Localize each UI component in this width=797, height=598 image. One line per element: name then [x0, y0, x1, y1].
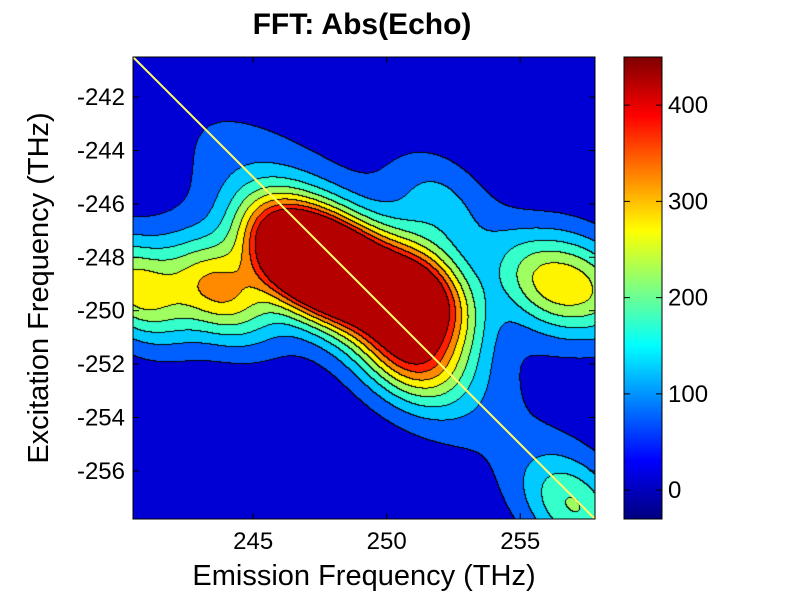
y-tick-label: -250 — [77, 298, 125, 325]
colorbar-tick-label: 200 — [668, 285, 708, 312]
colorbar-ticks: 0 100 200 300 400 — [624, 92, 708, 504]
y-tick-label: -242 — [77, 84, 125, 111]
x-axis-label: Emission Frequency (THz) — [192, 560, 535, 592]
y-tick-label: -244 — [77, 137, 125, 164]
colorbar-tick-label: 300 — [668, 188, 708, 215]
colorbar-tick-label: 400 — [668, 92, 708, 119]
x-axis-ticks: 245 250 255 — [233, 57, 540, 555]
x-tick-label: 245 — [233, 528, 273, 555]
y-tick-label: -254 — [77, 405, 125, 432]
y-axis-ticks: -242 -244 -246 -248 -250 -252 -254 -256 — [77, 84, 595, 485]
y-tick-label: -256 — [77, 458, 125, 485]
colorbar-tick-label: 0 — [668, 477, 681, 504]
y-tick-label: -252 — [77, 351, 125, 378]
colorbar-canvas — [624, 57, 662, 519]
plot-frame — [132, 56, 596, 520]
x-tick-label: 250 — [367, 528, 407, 555]
diagonal-line — [132, 56, 596, 520]
y-axis-label: Excitation Frequency (THz) — [23, 112, 55, 463]
colorbar-tick-label: 100 — [668, 381, 708, 408]
x-tick-label: 255 — [500, 528, 540, 555]
colorbar-frame — [623, 56, 663, 520]
chart-title: FFT: Abs(Echo) — [253, 8, 472, 41]
y-tick-label: -246 — [77, 191, 125, 218]
colorbar — [624, 57, 662, 519]
y-tick-label: -248 — [77, 244, 125, 271]
